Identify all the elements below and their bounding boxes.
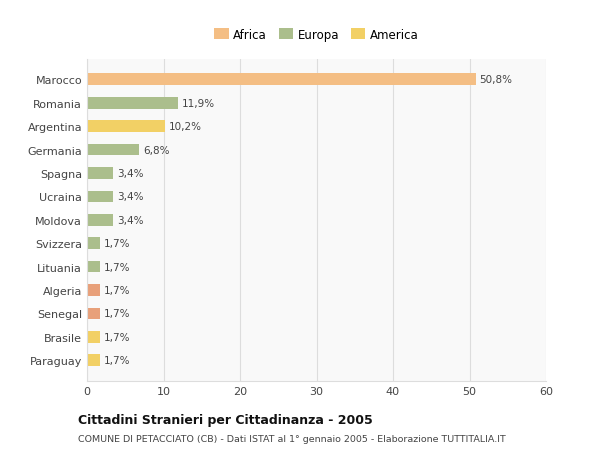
Text: 1,7%: 1,7% [104,285,130,296]
Text: 3,4%: 3,4% [117,168,143,179]
Bar [87,98,178,109]
Bar [87,355,100,366]
Text: 1,7%: 1,7% [104,262,130,272]
Bar [87,214,113,226]
Text: 3,4%: 3,4% [117,192,143,202]
Text: 1,7%: 1,7% [104,239,130,249]
Text: 10,2%: 10,2% [169,122,202,132]
Text: Cittadini Stranieri per Cittadinanza - 2005: Cittadini Stranieri per Cittadinanza - 2… [78,413,373,426]
Text: 6,8%: 6,8% [143,145,169,155]
Text: 1,7%: 1,7% [104,356,130,365]
Text: 11,9%: 11,9% [182,99,215,108]
Bar [87,261,100,273]
Bar [87,308,100,319]
Bar [87,145,139,156]
Bar [87,238,100,250]
Text: COMUNE DI PETACCIATO (CB) - Dati ISTAT al 1° gennaio 2005 - Elaborazione TUTTITA: COMUNE DI PETACCIATO (CB) - Dati ISTAT a… [78,434,506,443]
Bar [87,191,113,203]
Bar [87,121,165,133]
Text: 3,4%: 3,4% [117,215,143,225]
Text: 50,8%: 50,8% [479,75,512,85]
Legend: Africa, Europa, America: Africa, Europa, America [209,24,424,46]
Bar [87,168,113,179]
Bar [87,74,476,86]
Bar [87,331,100,343]
Text: 1,7%: 1,7% [104,309,130,319]
Text: 1,7%: 1,7% [104,332,130,342]
Bar [87,285,100,296]
